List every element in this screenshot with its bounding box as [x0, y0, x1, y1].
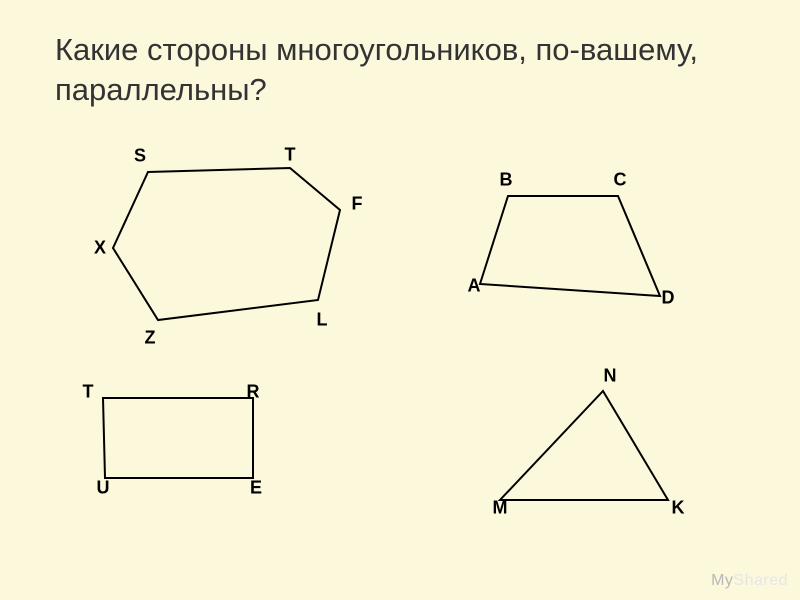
- triangle: [500, 391, 668, 500]
- vertex-label-E: E: [250, 478, 262, 499]
- vertex-label-R: R: [247, 382, 260, 403]
- parallelogram: [103, 398, 253, 478]
- vertex-label-C: C: [614, 170, 627, 191]
- vertex-label-T: T: [83, 382, 94, 403]
- watermark-part2: Shared: [733, 572, 788, 589]
- trapezoid: [480, 196, 660, 296]
- vertex-label-X: X: [94, 238, 106, 259]
- vertex-label-N: N: [604, 366, 617, 387]
- vertex-label-S: S: [134, 146, 146, 167]
- vertex-label-T: T: [285, 145, 296, 166]
- vertex-label-K: K: [672, 498, 685, 519]
- watermark-part1: My: [711, 572, 733, 589]
- vertex-label-A: A: [468, 276, 481, 297]
- vertex-label-B: B: [500, 170, 513, 191]
- vertex-label-F: F: [352, 194, 363, 215]
- vertex-label-D: D: [662, 288, 675, 309]
- vertex-label-U: U: [97, 478, 110, 499]
- hexagon: [113, 168, 340, 320]
- vertex-label-Z: Z: [145, 328, 156, 349]
- vertex-label-M: M: [493, 498, 508, 519]
- vertex-label-L: L: [317, 310, 328, 331]
- watermark: MyShared: [711, 572, 788, 590]
